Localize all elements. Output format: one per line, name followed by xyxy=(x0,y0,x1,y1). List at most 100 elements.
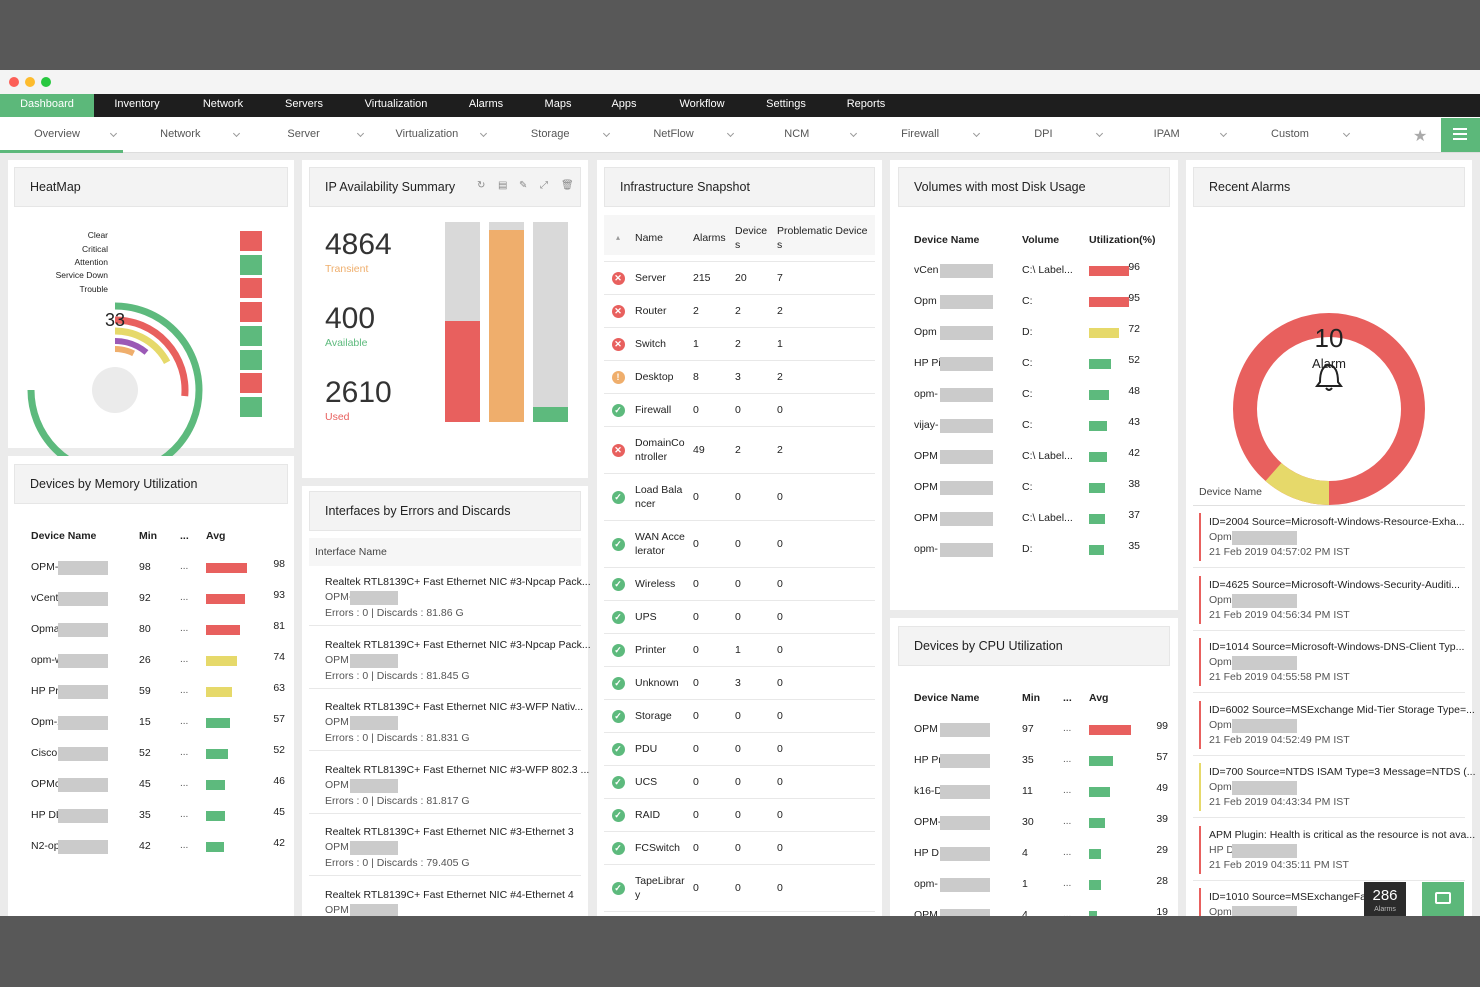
nav-tab[interactable]: Virtualization xyxy=(364,97,428,110)
favorite-star[interactable]: ★ xyxy=(1413,128,1428,145)
redacted xyxy=(58,809,108,823)
ellipsis: ... xyxy=(180,778,189,789)
device-name: opm-w xyxy=(31,654,63,667)
sub-tab[interactable]: Firewall xyxy=(901,127,940,140)
status-icon: ✕ xyxy=(611,338,625,351)
sub-tab[interactable]: Server xyxy=(287,127,320,140)
status-icon: ✓ xyxy=(611,491,625,504)
heatmap-cell xyxy=(240,349,262,370)
sub-tab[interactable]: NCM xyxy=(784,127,810,140)
device-name: OPM xyxy=(914,723,938,736)
redacted xyxy=(940,543,993,557)
stat-label: Used xyxy=(325,411,350,424)
device-type: Firewall xyxy=(632,393,690,427)
nav-tab[interactable]: Reports xyxy=(846,97,886,110)
status-icon: ✓ xyxy=(611,710,625,723)
problem-count: 0 xyxy=(774,633,875,667)
redacted xyxy=(1232,843,1297,858)
column-header: Utilization(%) xyxy=(1089,234,1156,247)
panel-header xyxy=(898,626,1170,666)
nav-tab[interactable]: Dashboard xyxy=(20,97,74,110)
nav-tab[interactable]: Maps xyxy=(544,97,572,110)
sub-tab[interactable]: Network xyxy=(160,127,201,140)
heatmap-arc xyxy=(114,338,149,355)
redacted xyxy=(350,653,398,668)
status-cell: ✓ xyxy=(604,600,632,634)
panel-icon[interactable]: ▤ xyxy=(498,180,508,191)
alarm-total: 10 xyxy=(1314,323,1344,354)
device-name: N2-op xyxy=(31,840,60,853)
nav-tab[interactable]: Settings xyxy=(766,97,806,110)
nav-tab[interactable]: Servers xyxy=(285,97,323,110)
status-cell: ✓ xyxy=(604,831,632,865)
nav-tab[interactable]: Alarms xyxy=(468,97,504,110)
min-value: 92 xyxy=(139,592,151,605)
sub-tab[interactable]: DPI xyxy=(1034,127,1053,140)
title-bar xyxy=(0,70,1480,94)
nav-tab[interactable]: Workflow xyxy=(679,97,725,110)
alarm-message: ID=4625 Source=Microsoft-Windows-Securit… xyxy=(1209,578,1460,591)
device-type: Desktop xyxy=(632,360,690,394)
row-divider xyxy=(1193,692,1465,693)
device-count: 0 xyxy=(732,520,774,568)
panel xyxy=(890,618,1178,916)
interface-stats: Errors : 0 | Discards : 81.86 G xyxy=(325,607,464,620)
sub-tab[interactable]: Storage xyxy=(530,127,570,140)
panel-icon[interactable]: 🗑 xyxy=(561,180,574,191)
redacted xyxy=(940,295,993,309)
panel-icon[interactable]: ✎ xyxy=(519,180,528,191)
nav-tab[interactable]: Network xyxy=(202,97,244,110)
menu-line xyxy=(1453,133,1467,135)
alarm-time: 21 Feb 2019 04:43:34 PM IST xyxy=(1209,796,1350,809)
avg-value: 81 xyxy=(273,620,285,633)
status-cell: ✓ xyxy=(604,798,632,832)
avg-value: 99 xyxy=(1156,720,1168,733)
sub-tab[interactable]: Virtualization xyxy=(395,127,459,140)
sub-tab[interactable]: NetFlow xyxy=(653,127,694,140)
device-count: 1 xyxy=(732,633,774,667)
avg-value: 98 xyxy=(273,558,285,571)
nav-tab[interactable]: Inventory xyxy=(114,97,160,110)
infra-row: ✓ UCS 0 0 0 xyxy=(604,765,875,799)
device-count: 3 xyxy=(732,666,774,700)
panel-icon[interactable]: ⤢ xyxy=(540,180,548,191)
row-divider xyxy=(309,625,581,626)
ellipsis: ... xyxy=(1063,878,1072,889)
redacted xyxy=(940,419,993,433)
ellipsis: ... xyxy=(180,685,189,696)
redacted xyxy=(58,747,108,761)
redacted xyxy=(350,716,398,730)
infra-row: ! Desktop 8 3 2 xyxy=(604,360,875,394)
volume: C:\ Label... xyxy=(1022,512,1073,525)
redacted xyxy=(58,685,108,699)
min-value: 26 xyxy=(139,654,151,667)
donut-segment xyxy=(1233,313,1425,505)
alarm-count: 0 xyxy=(690,633,732,667)
device-name: OPM xyxy=(325,841,349,854)
nav-tab[interactable]: Apps xyxy=(611,97,637,110)
sub-tab[interactable]: Overview xyxy=(34,127,80,140)
heatmap-arc xyxy=(27,302,203,478)
device-name: Opm xyxy=(914,295,937,308)
util-bar xyxy=(1089,849,1102,859)
device-name: OPM- xyxy=(914,816,942,829)
sub-tab[interactable]: Custom xyxy=(1271,127,1309,140)
interface-name: Realtek RTL8139C+ Fast Ethernet NIC #3-E… xyxy=(325,826,574,839)
infra-row: ✓ Printer 0 1 0 xyxy=(604,633,875,667)
status-icon: ✓ xyxy=(611,743,625,756)
volume: D: xyxy=(1022,543,1033,556)
panel-icon[interactable]: ↻ xyxy=(477,180,486,191)
redacted xyxy=(58,654,108,668)
device-count: 0 xyxy=(732,765,774,799)
redacted xyxy=(1232,906,1297,916)
badge-count[interactable]: 286 xyxy=(1372,887,1398,905)
severity-bar xyxy=(1199,638,1201,686)
avg-value: 57 xyxy=(273,713,285,726)
util-value: 48 xyxy=(1128,385,1140,398)
device-name: opm- xyxy=(914,543,938,556)
sub-tab[interactable]: IPAM xyxy=(1153,127,1180,140)
util-bar xyxy=(206,594,246,604)
infra-row: ✓ Wireless 0 0 0 xyxy=(604,567,875,601)
device-type: RAID xyxy=(632,798,690,832)
